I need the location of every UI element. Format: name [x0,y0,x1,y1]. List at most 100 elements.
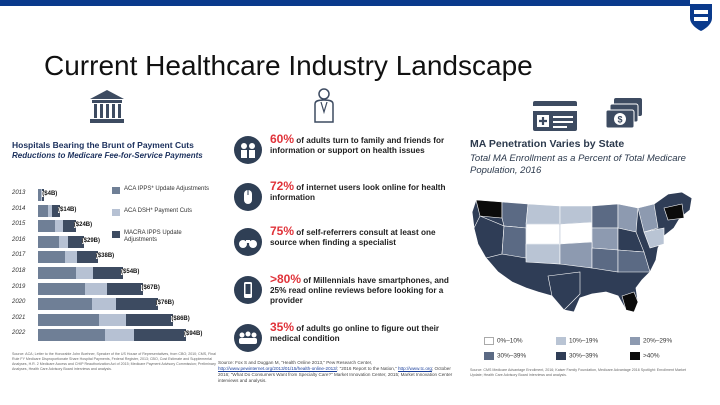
bar [38,266,123,279]
stat-online-condition: 35% of adults go online to figure out th… [232,320,452,362]
bar-row: 2016 ($29B) [12,235,212,251]
bar-year-label: 2022 [12,330,26,337]
bar [38,329,186,342]
map-state-region [617,203,639,233]
stat-description: of internet users look online for health… [270,183,446,202]
bar [38,251,98,264]
bar-year-label: 2017 [12,252,26,259]
bar-segment [38,313,99,326]
people-icon [234,324,262,352]
stat-text: 60% of adults turn to family and friends… [270,132,450,156]
legend-swatch [484,337,494,345]
source-text: Source: Fox S and Duggan M, "Health Onli… [218,360,373,365]
legend-swatch [484,352,494,360]
bar-value-label: ($14B) [58,206,77,213]
header-stripe [0,0,690,6]
source-link[interactable]: http://www.pewinternet.org/2013/01/15/he… [218,366,338,371]
map-state-region [559,241,593,269]
stat-description: of adults go online to figure out their … [270,324,440,343]
smartphone-icon [234,276,262,304]
bar [38,204,61,217]
bar-segment [62,220,76,233]
stat-percent: 72% [270,179,295,193]
stat-percent: 60% [270,132,295,146]
left-panel-title: Hospitals Bearing the Brunt of Payment C… [12,140,194,150]
legend-swatch [630,337,640,345]
bar-row: 2015 ($24B) [12,219,212,235]
stat-millennials: >80% of Millennials have smartphones, an… [232,273,452,314]
bar-year-label: 2020 [12,299,26,306]
legend-swatch [112,231,120,238]
legend-label: >40% [643,352,660,360]
bar-year-label: 2015 [12,221,26,228]
svg-text:$: $ [617,115,622,125]
bar-segment [38,235,59,248]
bar-row: 2020 ($76B) [12,297,212,313]
header-bar [0,0,720,36]
stat-text: >80% of Millennials have smartphones, an… [270,273,450,306]
bar-segment [58,235,68,248]
bar-segment [38,282,86,295]
chart-legend: ACA IPPS* Update Adjustments ACA DSH* Pa… [112,186,212,252]
bar-year-label: 2013 [12,190,26,196]
bar-row: 2022 ($94B) [12,328,212,344]
map-legend-item: >40% [630,352,660,360]
bar-value-label: ($86B) [171,315,190,322]
bar-row: 2017 ($38B) [12,250,212,266]
bar-segment [38,220,55,233]
right-panel-source: Source: CMS Medicare Advantage Enrollmen… [470,368,686,377]
map-state-region [591,203,619,229]
stat-percent: 35% [270,320,295,334]
bar-segment [106,282,144,295]
bar [38,220,76,233]
bar [38,235,84,248]
legend-item: MACRA IPPS Update Adjustments [112,230,212,252]
stat-description: of self-referrers consult at least one s… [270,228,436,247]
stat-internet: 72% of internet users look online for he… [232,179,452,221]
stat-description: of adults turn to family and friends for… [270,136,445,155]
legend-label: ACA DSH* Payment Cuts [124,208,193,214]
map-state-region [643,227,665,249]
map-state-region [559,221,593,245]
bar-segment [40,189,43,201]
bar-value-label: ($24B) [73,222,93,229]
bar-year-label: 2018 [12,267,26,274]
bar-value-label: ($67B) [141,284,160,291]
map-state-region [525,223,561,245]
map-state-region [501,225,527,259]
map-state-region [547,271,581,311]
bar-segment [38,329,105,342]
bar-segment [55,220,63,233]
map-state-region [591,247,619,273]
bar-segment [67,235,84,248]
right-panel-title: MA Penetration Varies by State [470,138,625,150]
legend-item: ACA DSH* Payment Cuts [112,208,212,230]
center-panel-source: Source: Fox S and Duggan M, "Health Onli… [218,360,458,384]
slide-title: Current Healthcare Industry Landscape [44,50,533,81]
map-legend-item: 10%–19% [556,337,598,345]
bar-value-label: ($4B) [42,191,58,197]
doctor-icon [314,88,334,123]
left-panel-subtitle: Reductions to Medicare Fee-for-Service P… [12,151,203,160]
bar [38,313,174,326]
legend-swatch [112,187,120,194]
bar-segment [98,313,126,326]
money-stack-icon: $ [605,98,642,129]
bar-row: 2013 ($4B) [12,188,212,204]
legend-label: MACRA IPPS Update Adjustments [124,230,182,243]
bar-segment [38,298,92,311]
payment-cuts-bar-chart: 2013 ($4B) 2014 ($14B) 2015 ($24B) 2016 ($29B) 2… [12,188,212,344]
bar [38,298,158,311]
legend-swatch [630,352,640,360]
bar-segment [91,298,116,311]
map-state-dark [475,199,503,219]
bar-segment [38,204,48,217]
bar-value-label: ($54B) [121,268,140,275]
right-panel-subtitle: Total MA Enrollment as a Percent of Tota… [470,153,686,176]
bar-year-label: 2016 [12,236,26,243]
stat-text: 35% of adults go online to figure out th… [270,320,450,344]
source-link[interactable]: http://www.tc.org [398,366,432,371]
bar-value-label: ($29B) [81,237,100,244]
bar-row: 2019 ($67B) [12,282,212,298]
source-text: ; "2016 Report to the Nation," [337,366,398,371]
